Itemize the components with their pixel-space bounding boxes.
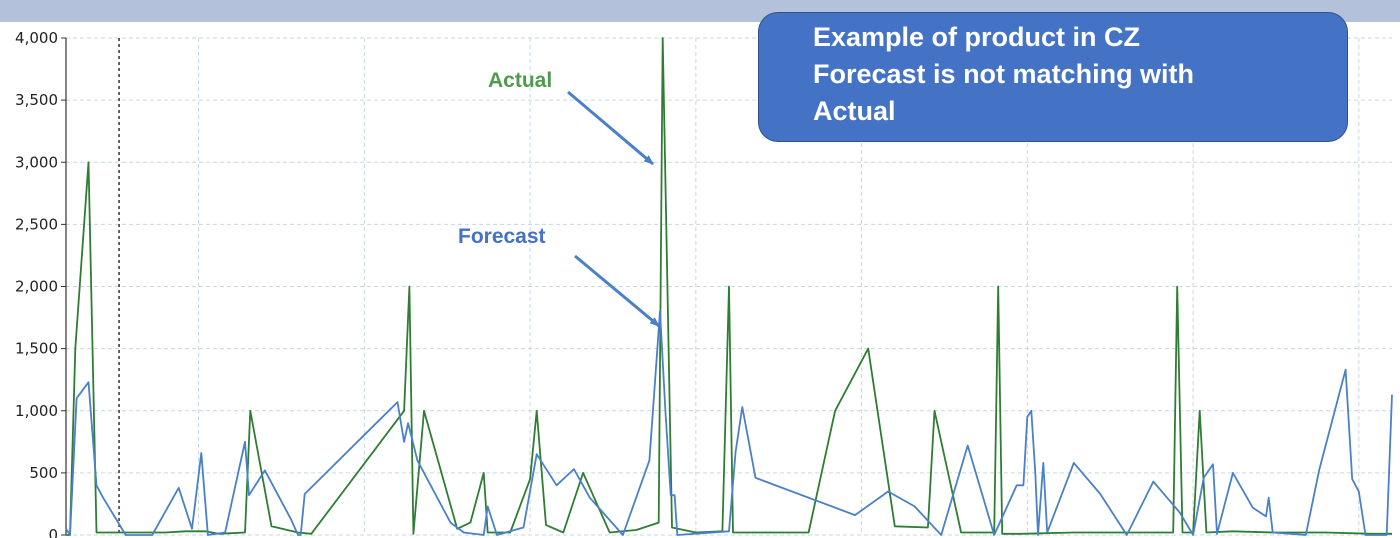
chart-axes: 0 500 1,000 1,500 2,000 2,500 3,000 3,500 4,000	[15, 29, 119, 538]
y-tick-label: 500	[29, 464, 58, 482]
callout-box: Example of product in CZ Forecast is not…	[758, 12, 1348, 142]
y-tick-label: 2,500	[15, 215, 58, 233]
y-tick-label: 4,000	[15, 29, 58, 47]
y-tick-label: 1,000	[15, 402, 58, 420]
y-tick-label: 1,500	[15, 340, 58, 358]
callout-line-2: Forecast is not matching with	[813, 56, 1331, 93]
y-tick-label: 2,000	[15, 278, 58, 296]
forecast-annotation-label: Forecast	[458, 225, 546, 248]
y-tick-label: 3,500	[15, 91, 58, 109]
forecast-annotation-arrow	[575, 256, 659, 326]
y-tick-label: 0	[48, 526, 58, 538]
callout-line-3: Actual	[813, 93, 1331, 130]
actual-annotation-arrow	[568, 92, 653, 164]
actual-annotation-label: Actual	[488, 69, 552, 92]
y-tick-label: 3,000	[15, 153, 58, 171]
callout-line-1: Example of product in CZ	[813, 19, 1331, 56]
